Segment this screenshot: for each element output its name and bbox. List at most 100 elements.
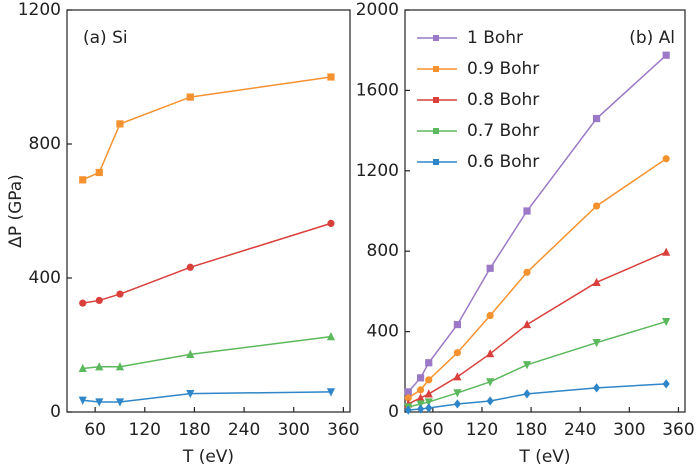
- point: [326, 388, 336, 397]
- point: [592, 114, 601, 123]
- x-tick-label: 360: [327, 420, 359, 440]
- y-tick-label: 0: [50, 402, 61, 422]
- point: [453, 372, 462, 381]
- point: [486, 349, 495, 358]
- point: [95, 398, 104, 407]
- x-tick-label: 60: [84, 420, 106, 440]
- point: [116, 120, 124, 128]
- legend-label: 0.8 Bohr: [467, 90, 539, 110]
- plot-frame: [66, 9, 351, 413]
- point: [326, 332, 336, 341]
- y-tick-label: 800: [29, 134, 61, 154]
- point: [662, 379, 670, 389]
- x-tick-label: 120: [466, 420, 498, 440]
- point: [186, 389, 195, 399]
- panel-label: (a) Si: [83, 28, 128, 48]
- point: [486, 378, 495, 387]
- point: [523, 268, 531, 276]
- legend-label: 1 Bohr: [467, 28, 523, 48]
- point: [453, 389, 462, 398]
- point: [425, 403, 433, 413]
- point: [453, 320, 461, 329]
- series-line: [407, 251, 667, 405]
- legend-label: 0.7 Bohr: [467, 121, 539, 141]
- point: [486, 264, 494, 272]
- point: [522, 361, 532, 370]
- point: [115, 362, 125, 371]
- point: [424, 389, 433, 398]
- point: [592, 383, 601, 393]
- point: [95, 296, 103, 305]
- x-tick-label: 360: [662, 420, 694, 440]
- series-line: [82, 76, 332, 181]
- point: [404, 394, 412, 402]
- point: [662, 51, 670, 59]
- legend-swatch: [433, 35, 439, 41]
- y-tick-label: 800: [367, 241, 399, 261]
- legend-label: 0.6 Bohr: [467, 152, 539, 172]
- x-tick-label: 180: [178, 420, 210, 440]
- point: [78, 363, 87, 373]
- point: [115, 398, 125, 407]
- series-line: [408, 320, 667, 408]
- point: [592, 202, 601, 210]
- point: [592, 339, 601, 348]
- y-tick-label: 1200: [18, 0, 61, 20]
- point: [523, 389, 531, 399]
- legend-swatch: [433, 97, 439, 103]
- point: [662, 155, 670, 163]
- point: [327, 219, 335, 227]
- y-tick-label: 1200: [356, 161, 399, 181]
- point: [186, 93, 194, 101]
- point: [425, 359, 433, 367]
- point: [95, 168, 103, 177]
- point: [95, 362, 104, 371]
- point: [523, 207, 531, 215]
- point: [186, 263, 194, 271]
- point: [486, 396, 494, 406]
- x-axis-label: T (eV): [518, 447, 570, 467]
- y-tick-label: 1600: [356, 80, 399, 100]
- point: [416, 374, 425, 382]
- legend-label: 0.9 Bohr: [467, 59, 539, 79]
- point: [79, 299, 87, 307]
- legend-swatch: [433, 66, 439, 72]
- y-tick-label: 400: [29, 268, 61, 288]
- point: [404, 388, 412, 396]
- point: [416, 393, 425, 402]
- x-tick-label: 300: [613, 420, 645, 440]
- point: [416, 386, 425, 394]
- x-tick-label: 120: [129, 420, 161, 440]
- point: [424, 398, 433, 407]
- y-tick-label: 400: [367, 322, 399, 342]
- point: [522, 319, 532, 329]
- point: [486, 311, 494, 320]
- point: [327, 73, 335, 81]
- legend-swatch: [433, 159, 439, 165]
- point: [453, 399, 461, 409]
- point: [186, 349, 195, 358]
- point: [78, 396, 87, 405]
- panel-label: (b) Al: [629, 28, 675, 48]
- x-tick-label: 60: [422, 420, 444, 440]
- point: [425, 376, 433, 384]
- point: [404, 405, 412, 415]
- point: [116, 290, 124, 298]
- point: [416, 404, 425, 414]
- point: [662, 317, 671, 327]
- legend-swatch: [433, 128, 439, 134]
- plot-frame: [404, 9, 686, 413]
- point: [592, 277, 601, 286]
- x-axis-label: T (eV): [182, 447, 234, 467]
- x-tick-label: 240: [228, 420, 260, 440]
- x-tick-label: 180: [515, 420, 547, 440]
- y-tick-label: 2000: [356, 0, 399, 20]
- x-tick-label: 300: [278, 420, 310, 440]
- y-axis-label: ΔP (GPa): [6, 174, 26, 248]
- x-tick-label: 240: [564, 420, 596, 440]
- y-tick-label: 0: [388, 402, 399, 422]
- point: [453, 349, 461, 357]
- point: [662, 247, 671, 256]
- point: [79, 176, 87, 184]
